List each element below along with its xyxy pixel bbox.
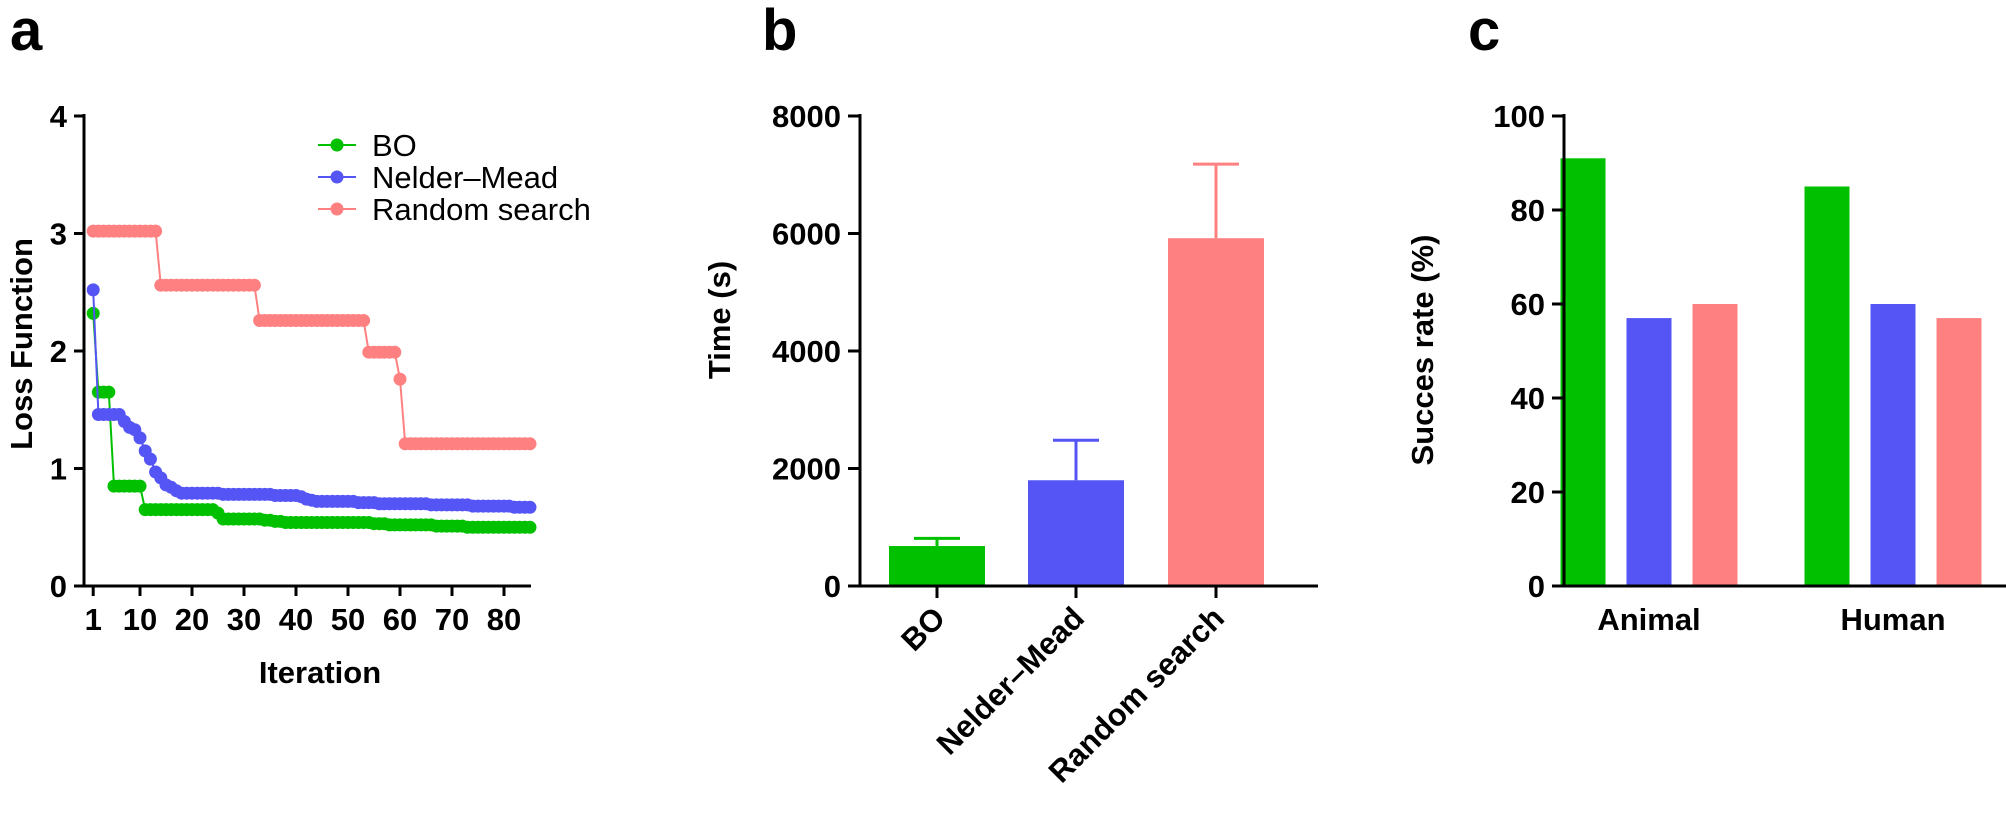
panel-c-axes: Animal Human 0 20 40 60 80 100: [1493, 99, 2006, 637]
panel-b-y-tick-label-1: 2000: [772, 452, 841, 487]
panel-c-y-tick-label-3: 60: [1511, 287, 1545, 322]
panel-c-grouped-bar-chart: Animal Human 0 20 40 60 80 100 Succes rate (%): [1405, 99, 2006, 637]
panel-a-series-2-point-31: [247, 278, 261, 292]
panel-a-x-tick-label-3: 30: [227, 602, 261, 637]
panel-b-y-tick-label-4: 8000: [772, 99, 841, 134]
panel-a-x-axis-title: Iteration: [259, 655, 381, 690]
panel-a-series-1-point-9: [133, 431, 147, 445]
panel-a-legend-label-2: Random search: [372, 192, 591, 227]
panel-a-series-0-point-3: [102, 385, 116, 399]
panel-b-x-tick-label-0: BO: [894, 600, 952, 658]
panel-a-series-2-point-59: [393, 372, 407, 386]
panel-c-y-tick-label-0: 0: [1528, 569, 1545, 604]
panel-c-y-axis-title: Succes rate (%): [1405, 235, 1440, 466]
panel-c-x-tick-label-0: Animal: [1597, 602, 1700, 637]
panel-c-bar-0-0: [1560, 158, 1606, 587]
panel-a-series-2-point-58: [388, 345, 402, 359]
panel-b-y-tick-label-2: 4000: [772, 334, 841, 369]
panel-a-x-tick-label-1: 10: [123, 602, 157, 637]
panel-c-y-tick-label-2: 40: [1511, 381, 1545, 416]
panel-c-bar-1-0: [1804, 186, 1850, 586]
panel-b-bars-layer: [889, 162, 1264, 586]
panel-b-letter: b: [762, 0, 797, 63]
panel-c-bar-1-1: [1870, 304, 1916, 586]
panel-a-series-2-point-52: [357, 314, 371, 327]
panel-a-legend-marker-0: [330, 138, 344, 152]
panel-b-y-axis-title: Time (s): [702, 261, 737, 379]
panel-a-y-tick-label-1: 1: [50, 452, 67, 487]
panel-a-series-2-point-12: [149, 224, 163, 238]
panel-a-y-tick-label-3: 3: [50, 217, 67, 252]
panel-a-y-tick-label-4: 4: [50, 99, 68, 134]
panel-c-y-tick-label-4: 80: [1511, 193, 1545, 228]
panel-c-letter: c: [1468, 0, 1500, 63]
panel-a-letter: a: [10, 0, 43, 63]
panel-a-legend-marker-1: [330, 170, 344, 184]
panel-a-series-2-point-84: [523, 437, 537, 451]
panel-b-y-tick-label-3: 6000: [772, 217, 841, 252]
panel-a-y-axis-title: Loss Function: [4, 238, 39, 450]
panel-a-series-1-point-11: [143, 452, 157, 466]
panel-c-y-tick-label-1: 20: [1511, 475, 1545, 510]
panel-b-bar-0: [889, 546, 985, 586]
panel-a-x-tick-label-0: 1: [85, 602, 102, 637]
panel-c-bars-layer: [1560, 158, 1982, 587]
panel-a-series-0-point-84: [523, 520, 537, 534]
panel-b-x-tick-label-1: Nelder–Mead: [930, 600, 1091, 761]
panel-a-x-tick-label-8: 80: [487, 602, 521, 637]
panel-c-y-tick-label-5: 100: [1493, 99, 1545, 134]
panel-b-bar-1: [1028, 480, 1124, 586]
panel-a-legend-label-0: BO: [372, 128, 417, 163]
panel-a-x-tick-label-2: 20: [175, 602, 209, 637]
panel-a-legend-label-1: Nelder–Mead: [372, 160, 558, 195]
panel-a-series-1-point-0: [86, 283, 100, 297]
panel-c-x-tick-label-1: Human: [1840, 602, 1945, 637]
panel-a-x-tick-label-7: 70: [435, 602, 469, 637]
panel-a-series-1-point-84: [523, 500, 537, 514]
panel-a-series-layer: [86, 224, 537, 534]
panel-a-x-tick-label-6: 60: [383, 602, 417, 637]
panel-c-bar-0-1: [1626, 318, 1672, 586]
panel-b-bar-2: [1168, 238, 1264, 586]
panel-a-y-tick-label-0: 0: [50, 569, 67, 604]
panel-a-x-tick-label-4: 40: [279, 602, 313, 637]
panel-c-bar-0-2: [1692, 304, 1738, 586]
panel-a-x-tick-label-5: 50: [331, 602, 365, 637]
panel-a-series-line-2: [93, 230, 530, 445]
panel-a-y-tick-label-2: 2: [50, 334, 67, 369]
panel-a-legend-marker-2: [330, 202, 344, 216]
panel-a-series-0-point-9: [133, 479, 147, 493]
panel-c-bar-1-2: [1936, 318, 1982, 586]
panel-b-y-tick-label-0: 0: [824, 569, 841, 604]
